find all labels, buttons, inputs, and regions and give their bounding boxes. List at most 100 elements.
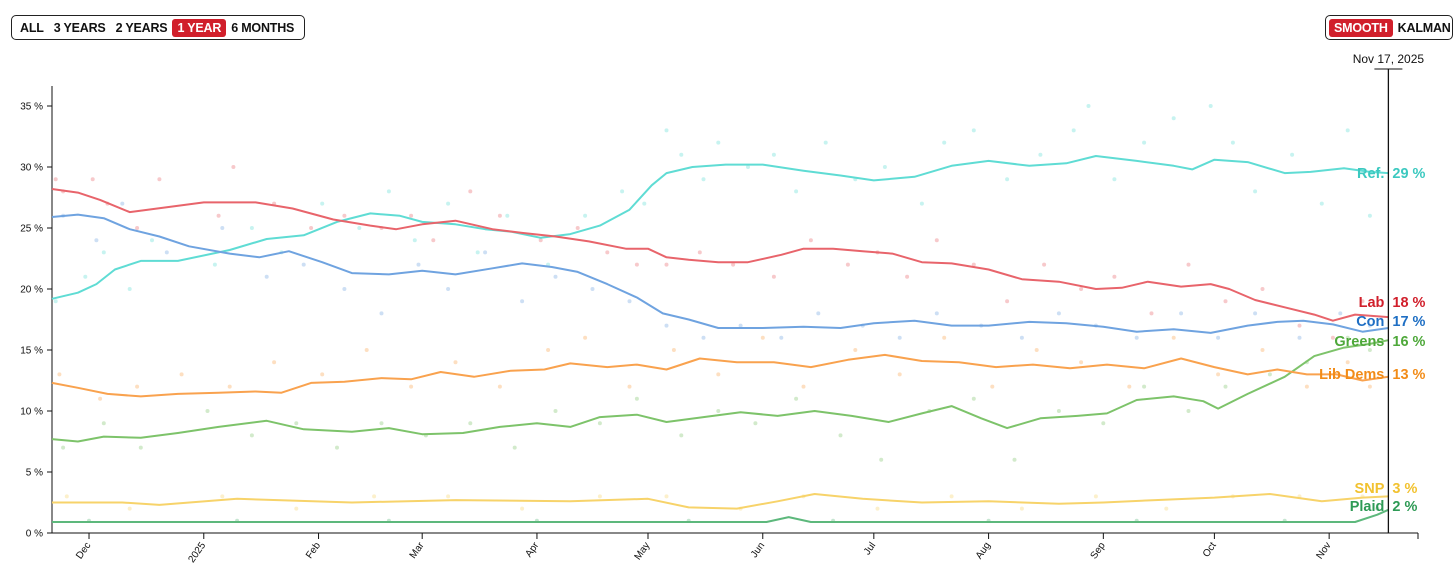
poll-point bbox=[620, 189, 625, 194]
poll-point bbox=[553, 274, 558, 279]
poll-point bbox=[1134, 335, 1139, 340]
poll-point bbox=[934, 311, 939, 316]
poll-point bbox=[453, 360, 458, 365]
poll-point bbox=[1367, 348, 1372, 352]
poll-point bbox=[264, 274, 269, 279]
poll-point bbox=[1216, 372, 1221, 377]
poll-point bbox=[1112, 177, 1117, 182]
y-tick-label: 15 % bbox=[20, 346, 43, 357]
poll-point bbox=[1171, 335, 1176, 340]
poll-point bbox=[771, 274, 776, 279]
x-tick-label: Jul bbox=[862, 540, 878, 557]
poll-point bbox=[1208, 104, 1213, 108]
poll-point bbox=[53, 299, 58, 304]
poll-point bbox=[583, 335, 588, 340]
poll-point bbox=[879, 457, 884, 462]
poll-point bbox=[731, 262, 736, 267]
range-2-years-button[interactable]: 2 YEARS bbox=[115, 20, 168, 35]
poll-point bbox=[431, 238, 436, 243]
poll-point bbox=[546, 348, 551, 352]
x-tick-label: 2025 bbox=[186, 540, 208, 565]
poll-point bbox=[942, 335, 947, 340]
poll-point bbox=[301, 262, 306, 267]
poll-point bbox=[157, 177, 162, 182]
poll-point bbox=[738, 323, 743, 328]
series-line-lab bbox=[51, 188, 1389, 322]
range-6-months-button[interactable]: 6 MONTHS bbox=[231, 20, 295, 35]
series-label-name: Lab bbox=[1359, 295, 1385, 311]
series-label-name: Con bbox=[1356, 314, 1384, 330]
poll-point bbox=[575, 226, 580, 230]
poll-point bbox=[1253, 189, 1258, 194]
x-tick-label: Apr bbox=[523, 540, 541, 560]
y-tick-label: 35 % bbox=[20, 102, 43, 113]
poll-point bbox=[634, 396, 639, 401]
time-range-selector: ALL 3 YEARS 2 YEARS 1 YEAR 6 MONTHS bbox=[11, 15, 305, 40]
mode-smooth-button[interactable]: SMOOTH bbox=[1329, 18, 1393, 37]
poll-point bbox=[1319, 201, 1324, 206]
poll-point bbox=[379, 421, 384, 426]
poll-point bbox=[1171, 116, 1176, 121]
x-tick-label: Aug bbox=[974, 540, 993, 561]
poll-point bbox=[1142, 140, 1147, 145]
x-tick-label: Jun bbox=[749, 540, 767, 560]
poll-point bbox=[1260, 348, 1265, 352]
poll-point bbox=[342, 287, 347, 291]
poll-point bbox=[1375, 506, 1380, 511]
poll-point bbox=[357, 226, 362, 230]
poll-point bbox=[294, 421, 299, 426]
series-line-snp bbox=[52, 493, 1389, 510]
poll-point bbox=[179, 372, 184, 377]
range-1-year-button[interactable]: 1 YEAR bbox=[172, 18, 227, 37]
poll-point bbox=[1223, 299, 1228, 304]
series-label-name: Plaid bbox=[1350, 499, 1385, 515]
poll-point bbox=[1367, 323, 1372, 328]
poll-point bbox=[1345, 335, 1350, 340]
poll-point bbox=[701, 177, 706, 182]
poll-point bbox=[205, 409, 210, 413]
poll-point bbox=[272, 360, 277, 365]
poll-point bbox=[897, 335, 902, 340]
poll-point bbox=[416, 262, 421, 267]
poll-point bbox=[520, 506, 525, 511]
series-line-con bbox=[51, 213, 1389, 334]
poll-point bbox=[483, 250, 488, 255]
poll-point bbox=[605, 250, 610, 255]
poll-point bbox=[779, 335, 784, 340]
series-label-name: Greens bbox=[1334, 334, 1384, 350]
poll-point bbox=[716, 372, 721, 377]
poll-point bbox=[627, 299, 632, 304]
poll-point bbox=[664, 128, 669, 133]
poll-point bbox=[1079, 360, 1084, 365]
poll-point bbox=[919, 201, 924, 206]
poll-point bbox=[227, 384, 232, 389]
poll-point bbox=[823, 140, 828, 145]
poll-point bbox=[1112, 274, 1117, 279]
poll-point bbox=[212, 262, 217, 267]
poll-point bbox=[1038, 152, 1043, 157]
series-label-value: 3 % bbox=[1392, 481, 1417, 497]
poll-point bbox=[164, 250, 169, 255]
poll-point bbox=[309, 226, 314, 230]
poll-point bbox=[664, 494, 669, 499]
mode-kalman-button[interactable]: KALMAN bbox=[1397, 20, 1451, 35]
poll-point bbox=[642, 201, 647, 206]
y-tick-label: 20 % bbox=[20, 285, 43, 296]
range-all-button[interactable]: ALL bbox=[20, 20, 44, 35]
poll-point bbox=[386, 189, 391, 194]
poll-point bbox=[446, 287, 451, 291]
series-label-value: 16 % bbox=[1392, 334, 1425, 350]
poll-point bbox=[1223, 384, 1228, 389]
poll-point bbox=[716, 140, 721, 145]
poll-point bbox=[294, 506, 299, 511]
range-3-years-button[interactable]: 3 YEARS bbox=[53, 20, 106, 35]
poll-point bbox=[446, 201, 451, 206]
poll-point bbox=[1216, 335, 1221, 340]
poll-point bbox=[1127, 384, 1132, 389]
poll-point bbox=[412, 238, 417, 243]
series-label-value: 29 % bbox=[1392, 166, 1425, 182]
poll-point bbox=[1034, 348, 1039, 352]
poll-point bbox=[597, 494, 602, 499]
poll-point bbox=[446, 494, 451, 499]
